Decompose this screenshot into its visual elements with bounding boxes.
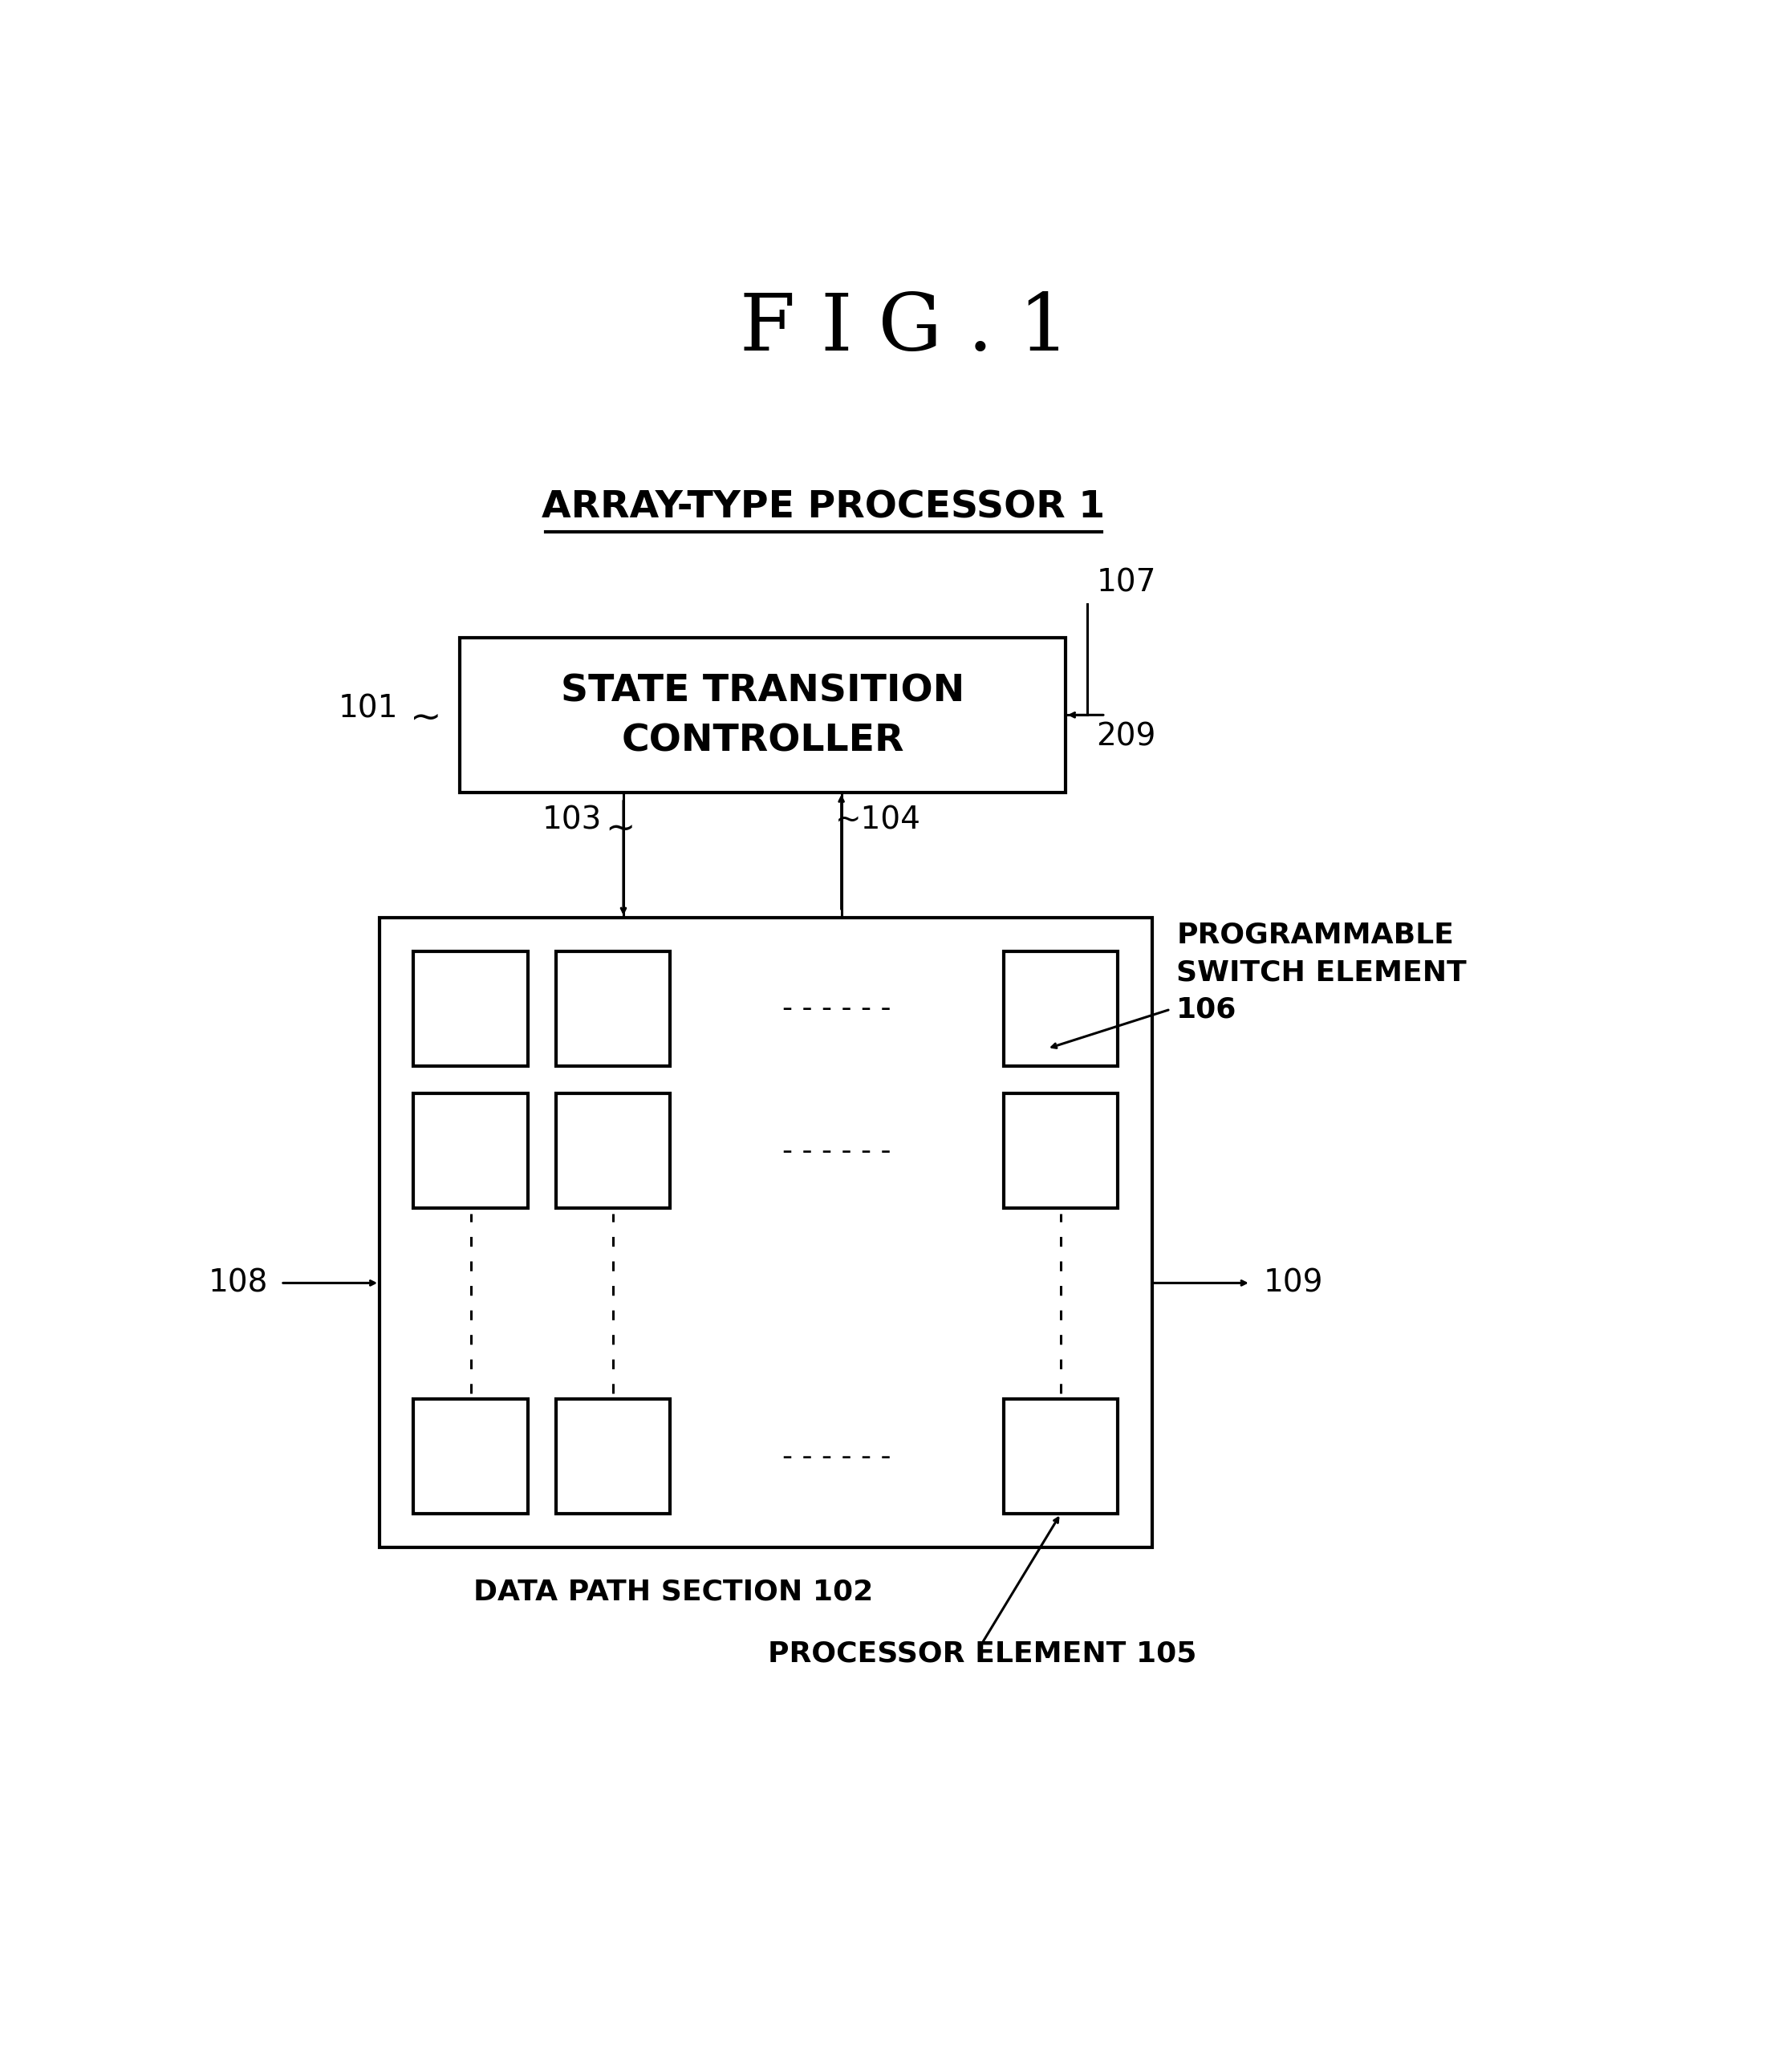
Text: PROGRAMMABLE: PROGRAMMABLE	[1176, 922, 1453, 949]
Text: F I G . 1: F I G . 1	[740, 290, 1070, 367]
Bar	[380, 918, 1151, 1548]
Text: 103: 103	[542, 804, 602, 835]
Text: ARRAY-TYPE PROCESSOR 1: ARRAY-TYPE PROCESSOR 1	[542, 489, 1106, 526]
Text: - - - - - -: - - - - - -	[782, 1138, 892, 1164]
Text: PROCESSOR ELEMENT 105: PROCESSOR ELEMENT 105	[768, 1641, 1196, 1668]
Bar	[1003, 951, 1118, 1065]
Text: 106: 106	[1176, 997, 1238, 1024]
Text: ~104: ~104	[835, 804, 920, 835]
Text: 108: 108	[208, 1268, 268, 1299]
Text: - - - - - -: - - - - - -	[782, 1442, 892, 1471]
Text: - - - - - -: - - - - - -	[782, 995, 892, 1021]
Bar	[1003, 1094, 1118, 1208]
Text: 101: 101	[339, 694, 397, 723]
Bar	[413, 951, 528, 1065]
Bar	[459, 638, 1065, 792]
Text: 209: 209	[1097, 721, 1157, 752]
Bar	[413, 1094, 528, 1208]
Text: 107: 107	[1097, 568, 1157, 597]
Bar	[1003, 1399, 1118, 1515]
Text: DATA PATH SECTION 102: DATA PATH SECTION 102	[473, 1579, 872, 1606]
Text: ~: ~	[606, 812, 636, 847]
Text: ~: ~	[410, 700, 442, 736]
Bar	[413, 1399, 528, 1515]
Text: CONTROLLER: CONTROLLER	[622, 723, 904, 758]
Text: SWITCH ELEMENT: SWITCH ELEMENT	[1176, 959, 1468, 986]
Bar	[556, 1399, 669, 1515]
Bar	[556, 951, 669, 1065]
Text: STATE TRANSITION: STATE TRANSITION	[562, 673, 964, 709]
Text: 109: 109	[1263, 1268, 1323, 1299]
Bar	[556, 1094, 669, 1208]
